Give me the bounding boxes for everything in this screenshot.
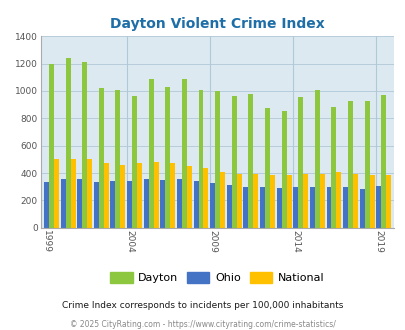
Bar (326, 187, 330, 228)
Bar (342, 187, 347, 228)
Bar (54, 159, 59, 228)
Text: Crime Index corresponds to incidents per 100,000 inhabitants: Crime Index corresponds to incidents per… (62, 301, 343, 310)
Text: © 2025 CityRating.com - https://www.cityrating.com/crime-statistics/: © 2025 CityRating.com - https://www.city… (70, 319, 335, 329)
Bar (177, 179, 181, 228)
Bar (215, 91, 220, 228)
Bar (386, 175, 390, 228)
Bar (94, 182, 98, 228)
Bar (231, 96, 236, 228)
Bar (292, 187, 298, 228)
Bar (298, 97, 303, 228)
Bar (181, 80, 186, 228)
Bar (87, 159, 92, 228)
Bar (319, 174, 324, 228)
Bar (276, 188, 281, 228)
Bar (220, 172, 224, 228)
Bar (259, 187, 264, 228)
Bar (193, 181, 198, 228)
Bar (104, 163, 109, 228)
Legend: Dayton, Ohio, National: Dayton, Ohio, National (106, 268, 328, 288)
Bar (70, 159, 75, 228)
Bar (309, 187, 314, 228)
Bar (236, 174, 241, 228)
Bar (369, 175, 374, 228)
Bar (127, 181, 132, 228)
Bar (380, 95, 386, 228)
Bar (115, 90, 120, 228)
Bar (148, 80, 153, 228)
Bar (44, 182, 49, 228)
Bar (65, 58, 70, 228)
Bar (165, 87, 170, 228)
Bar (314, 90, 319, 228)
Bar (336, 172, 341, 228)
Bar (359, 189, 364, 228)
Bar (226, 185, 231, 228)
Bar (203, 168, 208, 228)
Bar (352, 174, 357, 228)
Bar (170, 163, 175, 228)
Bar (286, 175, 291, 228)
Bar (160, 180, 165, 228)
Bar (253, 174, 258, 228)
Bar (186, 166, 192, 228)
Bar (82, 62, 87, 228)
Bar (248, 94, 253, 228)
Bar (77, 179, 82, 228)
Bar (153, 162, 158, 228)
Bar (110, 181, 115, 228)
Bar (281, 111, 286, 228)
Bar (60, 179, 65, 228)
Bar (375, 186, 380, 228)
Bar (330, 107, 336, 228)
Bar (243, 187, 248, 228)
Bar (303, 174, 307, 228)
Bar (210, 183, 215, 228)
Bar (198, 90, 203, 228)
Bar (136, 163, 142, 228)
Bar (120, 165, 125, 228)
Bar (49, 64, 54, 228)
Bar (98, 88, 104, 228)
Bar (143, 179, 148, 228)
Bar (132, 96, 136, 228)
Bar (269, 175, 274, 228)
Title: Dayton Violent Crime Index: Dayton Violent Crime Index (110, 17, 324, 31)
Bar (264, 108, 269, 228)
Bar (364, 101, 369, 228)
Bar (347, 101, 352, 228)
